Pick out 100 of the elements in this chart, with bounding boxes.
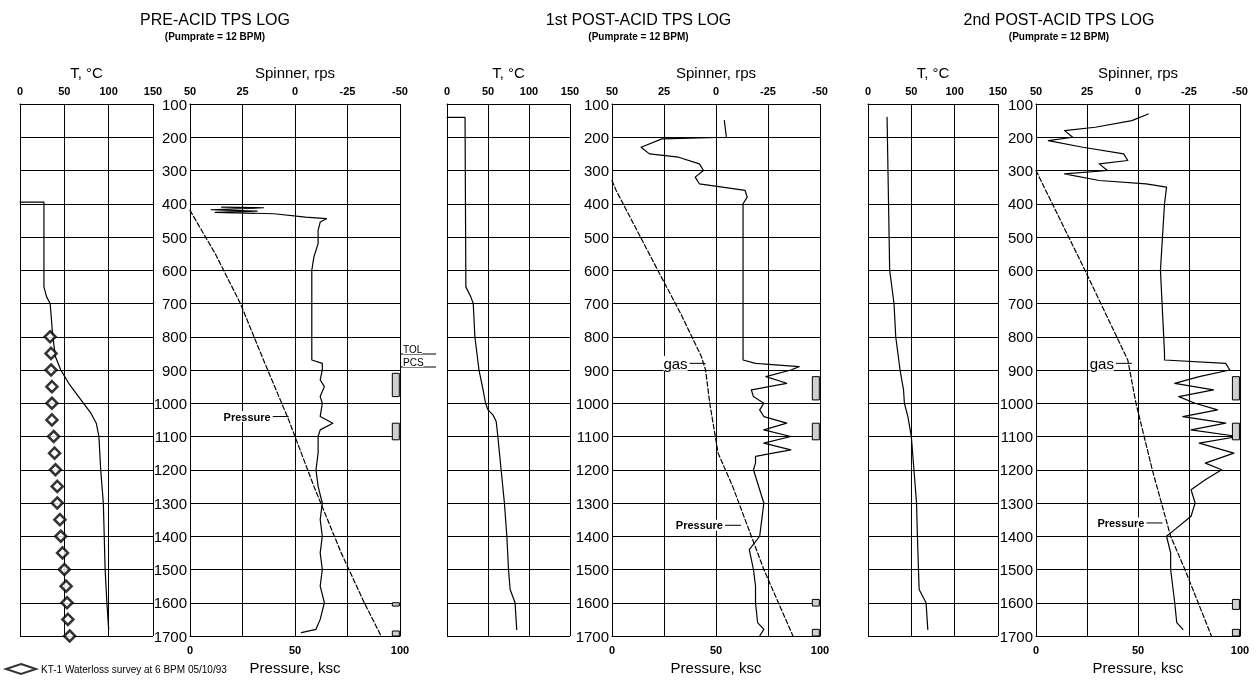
- chart-subtitle: (Pumprate = 12 BPM): [588, 30, 689, 42]
- point: [61, 612, 75, 627]
- annotation: gas: [1089, 354, 1114, 372]
- point: [43, 330, 57, 344]
- y-tick-label: 200: [161, 128, 187, 146]
- y-tick-label: 1300: [575, 494, 609, 512]
- x-tick-label: 150: [560, 84, 580, 97]
- y-tick-label: 400: [1007, 195, 1033, 213]
- x2-axis-title: Spinner, rps: [254, 64, 336, 81]
- x-tick-label: 100: [390, 643, 410, 656]
- y-tick-label: 400: [583, 195, 609, 213]
- x2-axis-title: Spinner, rps: [675, 64, 757, 81]
- chart-subtitle: (Pumprate = 12 BPM): [1008, 30, 1110, 42]
- x-tick-label: 100: [810, 643, 830, 656]
- chart-title: 2nd POST-ACID TPS LOG: [963, 10, 1155, 28]
- point: [62, 629, 77, 643]
- x-tick-label: 0: [186, 643, 194, 656]
- y-tick-label: 1000: [153, 394, 187, 412]
- y-tick-label: 500: [161, 228, 187, 246]
- x-axis-title: Pressure, ksc: [670, 659, 762, 676]
- y-tick-label: 700: [1007, 295, 1033, 312]
- x-tick-label: 50: [58, 84, 71, 97]
- point: [50, 479, 64, 494]
- x-tick-label: 50: [1131, 643, 1145, 656]
- y-tick-label: 800: [583, 328, 609, 346]
- y-tick-label: 1000: [999, 394, 1033, 412]
- y-tick-label: 600: [161, 261, 187, 279]
- y-tick-label: 300: [1007, 162, 1033, 179]
- annotation: Pressure: [223, 410, 271, 423]
- y-tick-label: 500: [583, 228, 609, 246]
- x2-tick-label: 25: [236, 84, 249, 97]
- y-tick-label: 100: [1007, 95, 1033, 113]
- point: [45, 379, 59, 394]
- annotation: Pressure: [675, 519, 723, 532]
- y-tick-label: 200: [1007, 128, 1033, 146]
- y-tick-label: 1200: [575, 461, 609, 479]
- x-tick-label: 50: [481, 84, 495, 97]
- x-axis-title: T, °C: [70, 64, 103, 81]
- x-axis-title: Pressure, ksc: [249, 659, 341, 676]
- annotation: Pressure: [1097, 516, 1145, 529]
- y-tick-label: 600: [1007, 261, 1033, 279]
- y-tick-label: 700: [583, 295, 609, 312]
- y-tick-label: 100: [161, 95, 187, 113]
- x-tick-label: 100: [945, 84, 964, 97]
- legend-label: KT-1 Waterloss survey at 6 BPM 05/10/93: [41, 663, 228, 675]
- point: [53, 512, 67, 527]
- x2-tick-label: -50: [812, 84, 828, 97]
- point: [45, 396, 59, 410]
- chart-title: PRE-ACID TPS LOG: [140, 10, 290, 28]
- y-tick-label: 800: [161, 328, 187, 346]
- chart-title: 1st POST-ACID TPS LOG: [545, 10, 732, 28]
- x2-tick-label: -25: [1181, 84, 1197, 97]
- x2-tick-label: -25: [339, 84, 356, 97]
- y-tick-label: 1400: [153, 527, 187, 545]
- y-tick-label: 1700: [999, 627, 1033, 645]
- x-tick-label: 50: [905, 84, 918, 97]
- y-tick-label: 1300: [999, 494, 1033, 512]
- x2-tick-label: -50: [1232, 84, 1248, 97]
- point: [46, 429, 61, 444]
- y-tick-label: 100: [583, 95, 609, 113]
- y-tick-label: 300: [161, 162, 187, 179]
- annotation: gas: [663, 354, 688, 372]
- y-tick-label: 1100: [576, 428, 609, 445]
- y-tick-label: 1300: [153, 494, 187, 512]
- point: [57, 562, 72, 577]
- x-tick-label: 50: [709, 643, 723, 656]
- point: [60, 596, 74, 610]
- text: TOL: [403, 343, 423, 355]
- y-tick-label: 1600: [999, 594, 1033, 612]
- point: [54, 529, 68, 543]
- x2-axis-title: Spinner, rps: [1097, 64, 1179, 81]
- y-tick-label: 1200: [999, 461, 1033, 479]
- x2-tick-label: -50: [392, 84, 408, 97]
- x-tick-label: 0: [16, 84, 24, 97]
- y-tick-label: 900: [161, 361, 187, 379]
- y-tick-label: 800: [1007, 328, 1033, 346]
- point: [44, 363, 58, 377]
- x-tick-label: 0: [1032, 643, 1040, 656]
- y-tick-label: 1100: [1000, 428, 1033, 445]
- x-tick-label: 150: [143, 84, 163, 97]
- y-tick-label: 1000: [575, 394, 609, 412]
- x-tick-label: 100: [519, 84, 539, 97]
- y-tick-label: 1600: [575, 594, 609, 612]
- x-tick-label: 0: [443, 84, 451, 97]
- y-tick-label: 1400: [999, 527, 1033, 545]
- x2-tick-label: 25: [657, 84, 671, 97]
- y-tick-label: 1500: [153, 561, 187, 578]
- point: [45, 413, 59, 427]
- x-tick-label: 100: [99, 84, 118, 97]
- point: [55, 546, 70, 560]
- y-tick-label: 1200: [153, 461, 187, 479]
- y-tick-label: 500: [1007, 228, 1033, 246]
- point: [47, 446, 62, 460]
- x-tick-label: 150: [988, 84, 1008, 97]
- y-tick-label: 1100: [154, 428, 187, 445]
- point: [50, 496, 64, 510]
- y-tick-label: 900: [1007, 361, 1033, 379]
- y-tick-label: 1500: [999, 561, 1033, 578]
- y-tick-label: 200: [583, 128, 609, 146]
- chart-subtitle: (Pumprate = 12 BPM): [164, 30, 266, 42]
